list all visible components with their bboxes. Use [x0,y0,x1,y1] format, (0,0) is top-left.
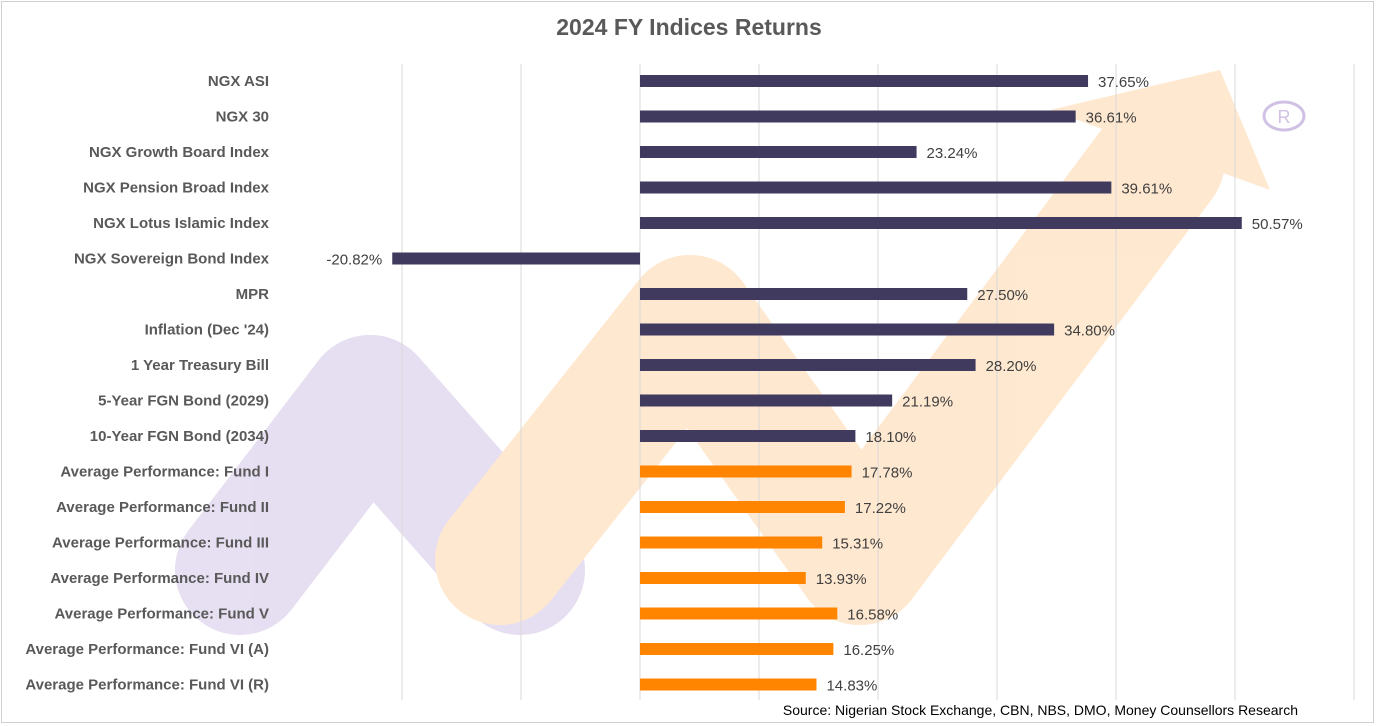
bar [640,536,823,549]
data-label: 21.19% [902,394,953,411]
bar [640,323,1055,336]
category-label: Inflation (Dec '24) [145,322,269,339]
data-label: 28.20% [986,358,1037,375]
category-label: Average Performance: Fund III [52,535,269,552]
data-label: 23.24% [927,145,978,162]
data-label: 27.50% [977,287,1028,304]
data-label: 37.65% [1098,74,1149,91]
bar [640,146,917,158]
data-label: 34.80% [1064,323,1115,340]
bar [640,678,817,691]
data-label: 13.93% [816,571,867,588]
data-label: 14.83% [826,678,877,695]
category-label: Average Performance: Fund IV [50,570,269,587]
data-label: 39.61% [1121,181,1172,198]
category-label: Average Performance: Fund I [60,464,269,481]
bar [640,643,834,655]
category-label: NGX ASI [208,73,269,90]
bar [392,252,640,265]
category-label: 1 Year Treasury Bill [131,357,269,374]
category-label: Average Performance: Fund VI (R) [25,677,269,694]
data-label: 15.31% [832,536,883,553]
category-label: Average Performance: Fund II [56,499,269,516]
category-label: NGX Growth Board Index [89,144,270,161]
bar [640,181,1112,194]
category-label: 5-Year FGN Bond (2029) [98,393,269,410]
data-label: 50.57% [1252,216,1303,233]
bar [640,394,893,407]
bar [640,465,852,478]
bar [640,110,1076,123]
data-label: -20.82% [326,252,382,269]
bar [640,217,1242,229]
data-label: 17.78% [862,465,913,482]
data-label: 16.58% [847,607,898,624]
category-label: 10-Year FGN Bond (2034) [90,428,269,445]
category-label: NGX 30 [216,109,269,126]
svg-text:R: R [1278,107,1291,127]
bar [640,430,856,442]
bar [640,501,845,513]
bar [640,288,968,300]
data-label: 36.61% [1086,110,1137,127]
category-label: NGX Sovereign Bond Index [74,251,270,268]
data-label: 17.22% [855,500,906,517]
category-label: MPR [236,286,270,303]
category-label: NGX Lotus Islamic Index [93,215,270,232]
category-label: NGX Pension Broad Index [83,180,270,197]
data-label: 16.25% [843,642,894,659]
bar [640,572,806,584]
data-label: 18.10% [865,429,916,446]
bar [640,607,838,620]
bar [640,75,1089,87]
category-label: Average Performance: Fund V [54,606,269,623]
registered-mark-icon: R [1262,100,1306,132]
source-note: Source: Nigerian Stock Exchange, CBN, NB… [782,702,1298,718]
category-label: Average Performance: Fund VI (A) [25,641,269,658]
chart-title: 2024 FY Indices Returns [556,14,822,40]
bar [640,359,976,371]
